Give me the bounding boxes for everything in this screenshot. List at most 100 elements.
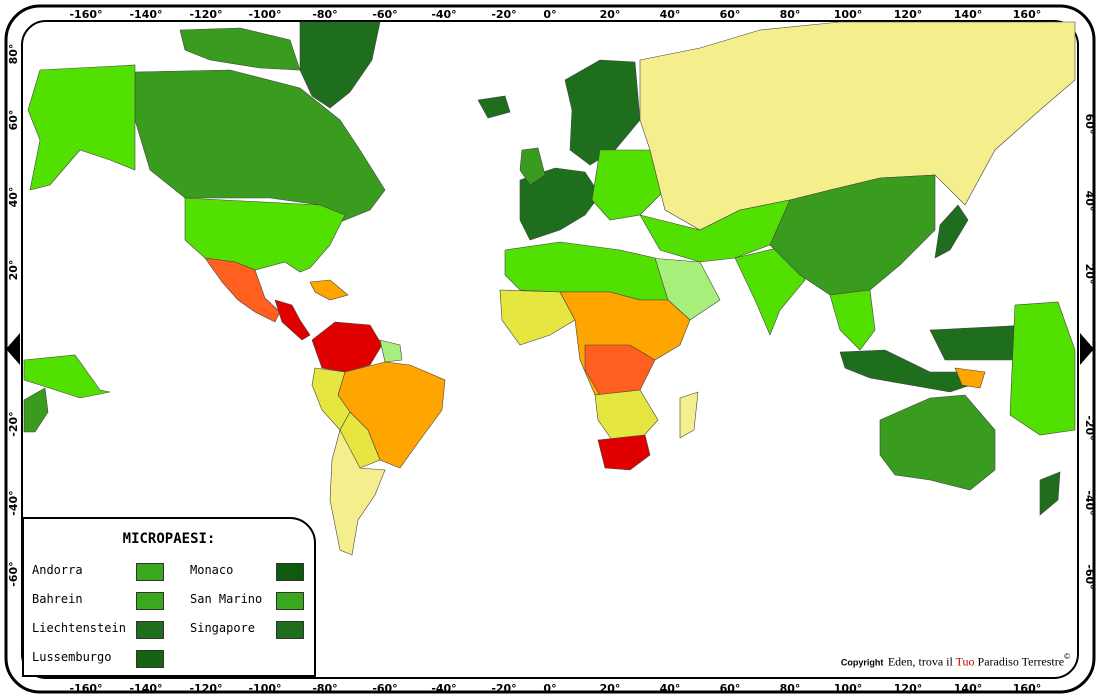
argentina: [329, 429, 386, 556]
longitude-tick-label: -60°: [372, 682, 397, 695]
iceland: [477, 95, 511, 119]
longitude-tick-label: 20°: [600, 8, 621, 21]
legend: MICROPAESI: Andorra Bahrein Liechtenstei…: [22, 517, 316, 677]
longitude-tick-label: -20°: [491, 682, 516, 695]
longitude-tick-label: -20°: [491, 8, 516, 21]
latitude-tick-label: -60°: [1083, 564, 1096, 589]
longitude-tick-label: 140°: [954, 8, 982, 21]
longitude-tick-label: -120°: [189, 682, 222, 695]
longitude-tick-label: 40°: [660, 682, 681, 695]
copyright-text-highlight: Tuo: [955, 654, 975, 669]
longitude-tick-label: 140°: [954, 682, 982, 695]
copyright-symbol: ©: [1064, 652, 1070, 661]
longitude-tick-label: 100°: [834, 682, 862, 695]
greenland: [299, 21, 381, 109]
longitude-tick-label: 20°: [600, 682, 621, 695]
longitude-tick-label: 60°: [720, 682, 741, 695]
longitude-tick-label: -100°: [248, 8, 281, 21]
legend-swatch: [136, 650, 164, 668]
legend-item-label: Liechtenstein: [32, 621, 126, 635]
latitude-tick-label: -40°: [7, 490, 20, 515]
colombia-venezuela: [311, 321, 383, 373]
bottom-longitude-ticks: -160° -140° -120° -100° -80° -60° -40° -20° 0° 20…: [69, 682, 1041, 695]
right-arrow-icon: [1080, 333, 1094, 365]
canada: [134, 69, 386, 223]
south-africa: [597, 434, 651, 471]
legend-swatch: [136, 563, 164, 581]
pacific-islands-sw: [23, 387, 49, 433]
copyright-label: Copyright: [840, 657, 884, 668]
caribbean: [309, 279, 349, 301]
pacific-islands-west: [23, 354, 111, 399]
legend-swatch: [136, 592, 164, 610]
copyright-text-suffix: Paradiso Terrestre: [974, 654, 1065, 669]
longitude-tick-label: 0°: [543, 682, 556, 695]
longitude-tick-label: 160°: [1013, 8, 1041, 21]
longitude-tick-label: 60°: [720, 8, 741, 21]
latitude-tick-label: 60°: [7, 110, 20, 131]
pacific-islands-se: [1009, 301, 1076, 436]
latitude-tick-label: 60°: [1083, 114, 1096, 135]
legend-item-label: Monaco: [190, 563, 234, 577]
western-europe: [519, 167, 601, 241]
madagascar: [679, 391, 699, 439]
legend-swatch: [136, 621, 164, 639]
china: [769, 174, 936, 296]
longitude-tick-label: 40°: [660, 8, 681, 21]
latitude-tick-label: 20°: [7, 260, 20, 281]
legend-item-label: Singapore: [190, 621, 256, 635]
copyright-text-prefix: Eden, trova il: [887, 654, 956, 669]
longitude-tick-label: -60°: [372, 8, 397, 21]
central-america: [274, 299, 311, 341]
legend-swatch: [276, 563, 304, 581]
land-masses: [23, 21, 1076, 556]
longitude-tick-label: -40°: [431, 682, 456, 695]
southeast-asia: [829, 289, 876, 351]
right-latitude-ticks: 60° 40° 20° -20° -40° -60°: [1083, 114, 1096, 590]
mexico: [204, 257, 281, 323]
left-latitude-ticks: 80° 60° 40° 20° -20° -40° -60°: [7, 44, 20, 587]
longitude-tick-label: 80°: [780, 8, 801, 21]
australia: [879, 394, 996, 491]
longitude-tick-label: 100°: [834, 8, 862, 21]
legend-title: MICROPAESI:: [122, 531, 216, 547]
latitude-tick-label: -60°: [7, 561, 20, 586]
new-zealand: [1039, 471, 1061, 516]
papua: [954, 367, 986, 389]
latitude-tick-label: 80°: [7, 44, 20, 65]
longitude-tick-label: -140°: [129, 8, 162, 21]
longitude-tick-label: 120°: [894, 682, 922, 695]
uk: [519, 147, 546, 186]
legend-item-label: San Marino: [190, 592, 263, 606]
latitude-tick-label: -20°: [7, 411, 20, 436]
longitude-tick-label: 0°: [543, 8, 556, 21]
left-arrow-icon: [6, 333, 20, 365]
copyright-notice: Copyright Eden, trova il Tuo Paradiso Te…: [841, 652, 1070, 670]
legend-swatch: [276, 621, 304, 639]
top-longitude-ticks: -160° -140° -120° -100° -80° -60° -40° -20° 0° 20…: [69, 8, 1041, 21]
latitude-tick-label: 20°: [1083, 264, 1096, 285]
canada-islands: [179, 27, 301, 71]
usa: [184, 197, 346, 273]
alaska: [27, 64, 136, 191]
latitude-tick-label: 40°: [7, 187, 20, 208]
longitude-tick-label: 160°: [1013, 682, 1041, 695]
legend-item-label: Bahrein: [32, 592, 83, 606]
latitude-tick-label: -40°: [1083, 490, 1096, 515]
legend-swatch: [276, 592, 304, 610]
longitude-tick-label: -160°: [69, 8, 102, 21]
longitude-tick-label: 120°: [894, 8, 922, 21]
longitude-tick-label: -80°: [312, 8, 337, 21]
longitude-tick-label: -40°: [431, 8, 456, 21]
longitude-tick-label: -140°: [129, 682, 162, 695]
longitude-tick-label: -160°: [69, 682, 102, 695]
longitude-tick-label: -80°: [312, 682, 337, 695]
indonesia: [839, 349, 981, 393]
legend-item-label: Lussemburgo: [32, 650, 112, 664]
longitude-tick-label: 80°: [780, 682, 801, 695]
guyanas: [379, 339, 403, 363]
legend-item-label: Andorra: [32, 563, 83, 577]
longitude-tick-label: -100°: [248, 682, 281, 695]
latitude-tick-label: 40°: [1083, 191, 1096, 212]
